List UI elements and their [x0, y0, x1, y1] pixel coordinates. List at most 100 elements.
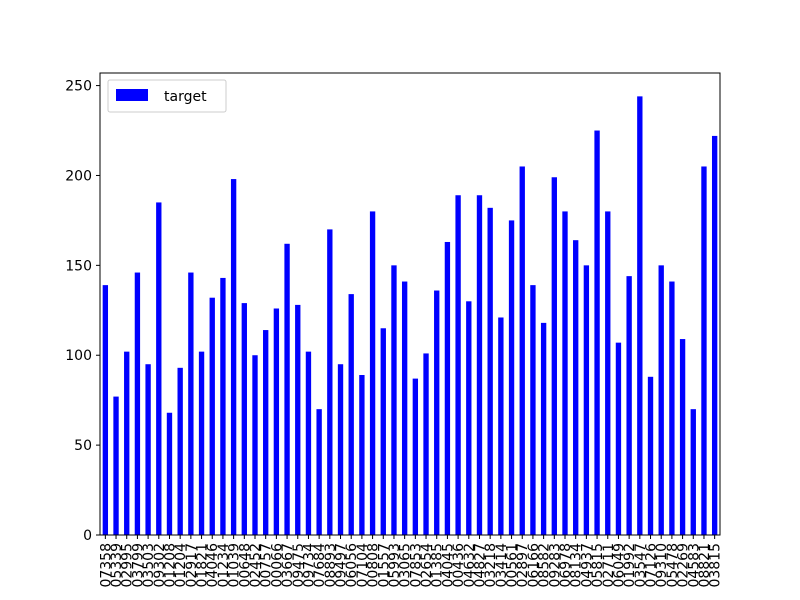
- legend-label: target: [164, 89, 207, 105]
- bar: [263, 330, 269, 535]
- x-tick-label: 06978: [558, 543, 574, 588]
- bar: [177, 367, 183, 535]
- bar: [573, 240, 579, 536]
- bar: [391, 265, 397, 535]
- x-tick-label: 01992: [622, 543, 638, 588]
- bar: [487, 207, 493, 536]
- x-tick-label: 03667: [280, 543, 296, 588]
- x-tick-label: 00066: [269, 543, 285, 588]
- bar: [124, 351, 130, 535]
- x-tick-label: 01821: [195, 543, 211, 588]
- x-tick-label: 02995: [120, 543, 136, 588]
- legend-box: [107, 79, 227, 113]
- bar: [369, 211, 376, 535]
- bar: [241, 303, 247, 535]
- bar: [434, 290, 440, 535]
- x-tick-label: 07684: [312, 543, 328, 588]
- x-tick-label: 02711: [601, 543, 617, 588]
- bar: [701, 166, 707, 536]
- x-tick-label: 04937: [579, 543, 595, 588]
- bar: [284, 243, 290, 536]
- bar: [551, 177, 557, 535]
- bar: [530, 285, 536, 535]
- bar: [562, 211, 568, 535]
- bar: [198, 351, 205, 535]
- bar: [220, 277, 226, 535]
- x-tick-label: 09302: [152, 543, 168, 588]
- bar: [380, 328, 386, 535]
- bar: [134, 272, 141, 535]
- x-tick-label: 08582: [537, 543, 553, 588]
- bar: [519, 166, 525, 536]
- bar: [113, 396, 119, 535]
- bar: [669, 281, 675, 535]
- bar: [615, 342, 622, 535]
- x-tick-label: 01385: [430, 543, 446, 588]
- x-tick-label: 00757: [259, 543, 275, 588]
- bar: [337, 364, 344, 535]
- bar: [476, 195, 483, 535]
- bar: [359, 375, 365, 535]
- x-tick-label: 09283: [547, 543, 563, 588]
- bar: [145, 364, 151, 535]
- bar: [583, 265, 590, 535]
- bar: [626, 276, 632, 535]
- x-tick-label: 07104: [355, 543, 371, 588]
- bar: [316, 409, 322, 535]
- x-tick-label: 07126: [644, 543, 660, 588]
- x-tick-label: 09497: [334, 543, 350, 588]
- bar: [209, 297, 215, 535]
- bar: [658, 265, 664, 535]
- x-tick-label: 02452: [248, 543, 264, 588]
- bar: [252, 355, 258, 535]
- x-tick-label: 04583: [686, 543, 702, 588]
- bar: [348, 294, 354, 535]
- x-tick-label: 01234: [216, 543, 232, 588]
- x-tick-label: 08893: [323, 543, 339, 588]
- x-tick-label: 01039: [227, 543, 243, 588]
- x-tick-label: 03815: [708, 543, 724, 588]
- bar: [102, 285, 109, 535]
- x-tick-label: 04632: [462, 543, 478, 588]
- bar: [305, 351, 312, 535]
- bar: [690, 409, 696, 535]
- y-tick-label: 0: [83, 528, 92, 544]
- bar: [711, 135, 718, 536]
- bar: [188, 272, 194, 535]
- x-tick-label: 05478: [665, 543, 681, 588]
- x-tick-label: 03065: [398, 543, 414, 588]
- x-tick-label: 03414: [494, 543, 510, 588]
- x-tick-label: 05815: [590, 543, 606, 588]
- bar: [540, 322, 547, 535]
- bar: [508, 220, 515, 535]
- x-tick-label: 02654: [419, 543, 435, 588]
- bar: [679, 339, 686, 535]
- x-tick-label: 00436: [451, 543, 467, 588]
- bar: [166, 412, 173, 535]
- bar: [466, 301, 472, 535]
- x-tick-label: 01557: [376, 543, 392, 588]
- x-tick-label: 09475: [291, 543, 307, 588]
- x-tick-label: 03503: [141, 543, 157, 588]
- y-tick-label: 50: [74, 438, 92, 454]
- bar: [401, 281, 408, 535]
- x-tick-label: 06056: [344, 543, 360, 588]
- x-tick-label: 08134: [569, 543, 585, 588]
- bar: [455, 195, 461, 535]
- x-tick-label: 04827: [472, 543, 488, 588]
- x-tick-label: 04045: [440, 543, 456, 588]
- bar: [594, 130, 600, 535]
- bar: [156, 202, 162, 536]
- x-tick-label: 00808: [366, 543, 382, 588]
- x-tick-label: 03547: [633, 543, 649, 588]
- x-tick-label: 09310: [654, 543, 670, 588]
- bar: [412, 378, 419, 535]
- bar: [295, 304, 301, 535]
- y-axis: 0 50 100 150 200 250: [65, 79, 100, 544]
- bar: [423, 353, 429, 535]
- x-tick-label: 03218: [483, 543, 499, 588]
- x-tick-label: 09734: [301, 543, 317, 588]
- bar: [647, 376, 654, 535]
- x-tick-label: 08821: [697, 543, 713, 588]
